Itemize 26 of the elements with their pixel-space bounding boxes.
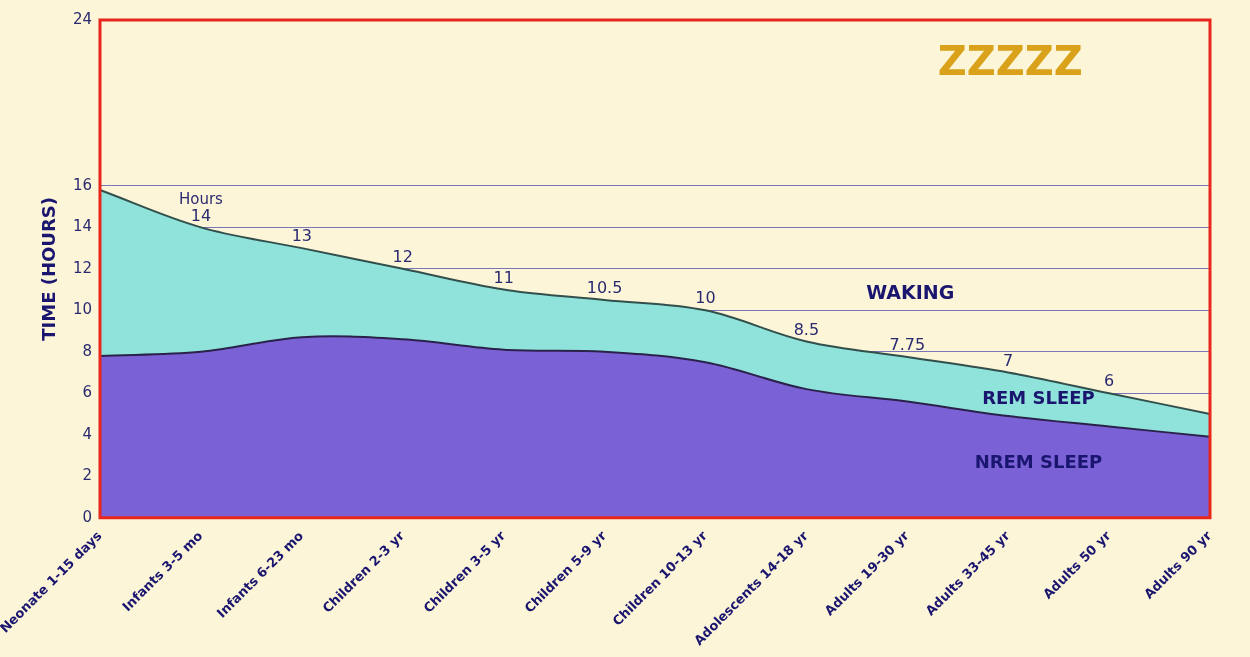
data-label: 11 <box>493 267 514 287</box>
annotation: ZZZZZ <box>937 38 1083 85</box>
y-tick-label: 2 <box>82 466 92 485</box>
y-tick-label: 12 <box>72 258 92 277</box>
data-label: 10.5 <box>586 278 623 298</box>
data-label: 14 <box>190 205 212 225</box>
y-tick-label: 16 <box>72 175 92 194</box>
y-tick-label: 4 <box>82 424 92 443</box>
y-tick-label: 0 <box>82 507 92 526</box>
series-label: NREM SLEEP <box>974 451 1103 473</box>
series-label: REM SLEEP <box>982 386 1095 408</box>
y-axis-title: TIME (HOURS) <box>37 196 59 341</box>
y-tick-label: 8 <box>82 341 92 360</box>
y-tick-label: 14 <box>72 217 92 236</box>
annotation: WAKING <box>866 280 955 303</box>
annotation: Hours <box>178 189 224 208</box>
data-label: 10 <box>695 288 716 308</box>
data-label: 6 <box>1104 371 1115 391</box>
y-tick-label: 6 <box>82 383 92 402</box>
data-label: 7.75 <box>889 335 926 355</box>
data-label: 12 <box>392 247 413 266</box>
y-tick-label: 24 <box>72 9 92 28</box>
data-label: 8.5 <box>793 319 820 339</box>
y-tick-label: 10 <box>72 300 92 319</box>
data-label: 7 <box>1003 350 1014 370</box>
data-label: 13 <box>291 226 312 246</box>
